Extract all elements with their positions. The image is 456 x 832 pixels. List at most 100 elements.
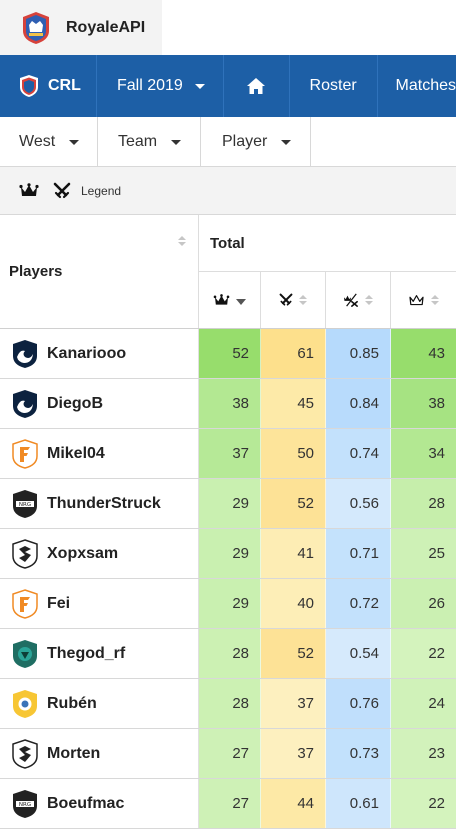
player-name[interactable]: Kanariooo [47, 344, 127, 362]
svg-text:NRG: NRG [19, 802, 31, 808]
battles-cell: 37 [261, 679, 326, 728]
crown-ratio-cell: 0.85 [326, 329, 391, 378]
team-liquid-logo-icon [13, 389, 37, 418]
nav-roster[interactable]: Roster [290, 55, 378, 117]
player-name[interactable]: Xopxsam [47, 544, 119, 562]
crown-ratio-cell: 0.73 [326, 729, 391, 778]
sk-gaming-logo-icon [12, 538, 38, 569]
players-column-header[interactable]: Players [0, 215, 199, 328]
player-name[interactable]: Morten [47, 744, 101, 762]
season-dropdown[interactable]: Fall 2019 [97, 55, 224, 117]
chevron-down-icon [194, 83, 205, 89]
team-logo [11, 389, 39, 419]
crown-icon [19, 182, 39, 196]
column-header-crowns[interactable] [199, 272, 261, 328]
crowns-cell: 52 [199, 329, 261, 378]
player-cell[interactable]: NRG Boeufmac [0, 779, 199, 828]
brand-header[interactable]: RoyaleAPI [0, 0, 162, 55]
crowns-cell: 28 [199, 629, 261, 678]
crowns-cell: 37 [199, 429, 261, 478]
queso-logo-icon [13, 689, 37, 718]
crown-ratio-cell: 0.71 [326, 529, 391, 578]
crown-ratio-icon [344, 293, 358, 307]
fnatic-logo-icon [12, 438, 38, 469]
team-logo: NRG [11, 789, 39, 819]
table-row[interactable]: Kanariooo 52 61 0.85 43 [0, 329, 456, 379]
crown-ratio-cell: 0.56 [326, 479, 391, 528]
player-name[interactable]: Fei [47, 594, 71, 612]
sort-desc-icon [236, 299, 246, 305]
table-row[interactable]: Thegod_rf 28 52 0.54 22 [0, 629, 456, 679]
player-name[interactable]: Rubén [47, 694, 97, 712]
crowns-cell: 38 [199, 379, 261, 428]
player-cell[interactable]: Rubén [0, 679, 199, 728]
table-row[interactable]: Mikel04 37 50 0.74 34 [0, 429, 456, 479]
crossed-swords-icon [53, 182, 71, 198]
player-label: Player [222, 133, 268, 150]
nav-matches[interactable]: Matches [378, 55, 456, 117]
player-cell[interactable]: Xopxsam [0, 529, 199, 578]
battles-cell: 41 [261, 529, 326, 578]
crown-outline-icon [409, 294, 424, 305]
crowns-outline-cell: 25 [391, 529, 456, 578]
sort-icon [299, 295, 307, 305]
table-header: Players Total [0, 215, 456, 329]
player-cell[interactable]: Kanariooo [0, 329, 199, 378]
chevron-down-icon [281, 139, 292, 145]
column-header-crown-ratio[interactable] [326, 272, 391, 328]
fnatic-logo-icon [12, 588, 38, 619]
players-header-label: Players [9, 263, 63, 280]
team-logo [11, 538, 39, 569]
column-header-crowns-outline[interactable] [391, 272, 456, 328]
player-cell[interactable]: Fei [0, 579, 199, 628]
battles-cell: 61 [261, 329, 326, 378]
region-dropdown[interactable]: West [0, 117, 98, 167]
crowns-outline-cell: 28 [391, 479, 456, 528]
table-row[interactable]: NRG Boeufmac 27 44 0.61 22 [0, 779, 456, 829]
table-row[interactable]: Morten 27 37 0.73 23 [0, 729, 456, 779]
player-name[interactable]: Mikel04 [47, 444, 105, 462]
legend-bar[interactable]: Legend [0, 167, 456, 215]
legend-label: Legend [81, 183, 122, 198]
player-stats-table: Players Total [0, 215, 456, 829]
player-cell[interactable]: Thegod_rf [0, 629, 199, 678]
battles-cell: 44 [261, 779, 326, 828]
crowns-cell: 29 [199, 479, 261, 528]
player-name[interactable]: Boeufmac [47, 794, 125, 812]
chevron-down-icon [69, 139, 80, 145]
nrg-logo-icon: NRG [13, 789, 37, 818]
team-logo [11, 689, 39, 719]
team-label: Team [118, 133, 158, 150]
battles-cell: 52 [261, 479, 326, 528]
crown-ratio-cell: 0.72 [326, 579, 391, 628]
table-row[interactable]: Xopxsam 29 41 0.71 25 [0, 529, 456, 579]
main-nav: CRL Fall 2019 Roster Matches [0, 55, 456, 117]
battles-cell: 45 [261, 379, 326, 428]
player-cell[interactable]: Mikel04 [0, 429, 199, 478]
royaleapi-logo-icon [23, 11, 49, 44]
player-cell[interactable]: DiegoB [0, 379, 199, 428]
player-dropdown[interactable]: Player [201, 117, 311, 167]
battles-cell: 37 [261, 729, 326, 778]
brand-name: RoyaleAPI [66, 18, 146, 36]
table-row[interactable]: Rubén 28 37 0.76 24 [0, 679, 456, 729]
table-row[interactable]: NRG ThunderStruck 29 52 0.56 28 [0, 479, 456, 529]
table-row[interactable]: Fei 29 40 0.72 26 [0, 579, 456, 629]
team-dropdown[interactable]: Team [98, 117, 201, 167]
team-liquid-logo-icon [13, 339, 37, 368]
column-header-battles[interactable] [261, 272, 326, 328]
player-cell[interactable]: Morten [0, 729, 199, 778]
player-cell[interactable]: NRG ThunderStruck [0, 479, 199, 528]
table-row[interactable]: DiegoB 38 45 0.84 38 [0, 379, 456, 429]
crown-ratio-cell: 0.76 [326, 679, 391, 728]
battles-cell: 40 [261, 579, 326, 628]
battles-cell: 52 [261, 629, 326, 678]
nav-league-crl[interactable]: CRL [0, 55, 97, 117]
player-name[interactable]: DiegoB [47, 394, 103, 412]
player-name[interactable]: Thegod_rf [47, 644, 126, 662]
nav-home[interactable] [224, 55, 290, 117]
total-group-header: Total [199, 215, 456, 272]
player-name[interactable]: ThunderStruck [47, 494, 161, 512]
crown-ratio-cell: 0.84 [326, 379, 391, 428]
crowns-cell: 28 [199, 679, 261, 728]
